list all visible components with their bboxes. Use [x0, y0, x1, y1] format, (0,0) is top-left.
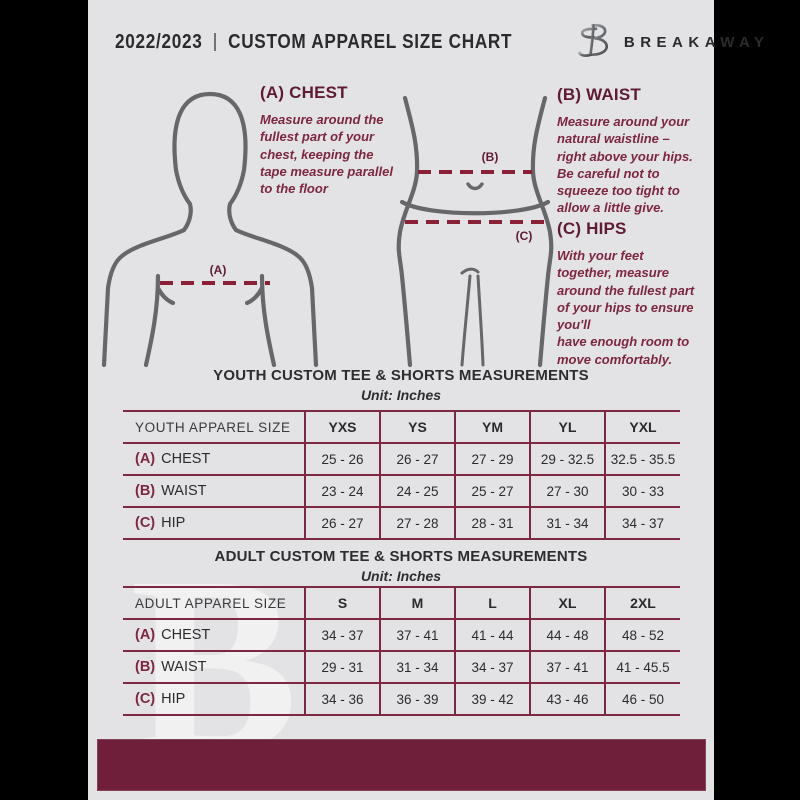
brand-name: BREAKAWAY — [623, 33, 770, 51]
chest-line-label: (A) — [209, 263, 227, 277]
title-divider: | — [212, 31, 218, 52]
hips-body-text: With your feet together, measure around … — [557, 248, 695, 367]
row-label-text: CHEST — [161, 627, 211, 643]
adult-size-l: L — [454, 586, 530, 619]
row-prefix: (A) — [135, 451, 156, 467]
hips-line-label: (C) — [515, 229, 533, 243]
chart-title: CUSTOM APPAREL SIZE CHART — [228, 30, 513, 53]
adult-size-s: S — [304, 586, 380, 619]
adult-size-m: M — [379, 586, 455, 619]
cell-value: 23 - 24 — [304, 474, 380, 507]
table-row-adult-waist: (B) WAIST 29 - 31 31 - 34 34 - 37 37 - 41… — [123, 650, 680, 683]
table-row-youth-chest: (A) CHEST 25 - 26 26 - 27 27 - 29 29 - 32… — [123, 442, 680, 475]
document-title: 2022/2023 | CUSTOM APPAREL SIZE CHART — [115, 31, 512, 54]
table-row-youth-hip: (C) HIP 26 - 27 27 - 28 28 - 31 31 - 34 3… — [123, 506, 680, 540]
table-row-youth-waist: (B) WAIST 23 - 24 24 - 25 25 - 27 27 - 30… — [123, 474, 680, 507]
cell-value: 25 - 26 — [304, 442, 380, 475]
cell-value: 28 - 31 — [454, 506, 530, 540]
cell-value: 27 - 29 — [454, 442, 530, 475]
brand-block: BREAKAWAY — [577, 19, 770, 66]
cell-value: 37 - 41 — [379, 618, 455, 651]
cell-value: 29 - 32.5 — [529, 442, 605, 475]
youth-size-yxs: YXS — [304, 410, 380, 443]
document-page: B 2022/2023 | CUSTOM APPAREL SIZE CHART — [88, 0, 764, 800]
cell-value: 26 - 27 — [379, 442, 455, 475]
row-label-text: HIP — [161, 515, 186, 531]
hips-heading: (C) HIPS — [557, 219, 627, 238]
adult-size-2xl: 2XL — [604, 586, 680, 619]
chest-instructions: (A) CHEST Measure around the fullest par… — [260, 83, 410, 197]
cell-value: 31 - 34 — [379, 650, 455, 683]
chest-body-text: Measure around the fullest part of your … — [260, 112, 393, 197]
youth-table-unit: Unit: Inches — [360, 387, 442, 403]
cell-value: 43 - 46 — [529, 682, 605, 716]
youth-size-ys: YS — [379, 410, 455, 443]
youth-size-table: YOUTH APPAREL SIZE YXS YS YM YL YXL (A) C… — [123, 410, 680, 540]
cell-value: 34 - 36 — [304, 682, 380, 716]
cell-value: 24 - 25 — [379, 474, 455, 507]
cell-value: 46 - 50 — [604, 682, 680, 716]
cell-value: 44 - 48 — [529, 618, 605, 651]
cell-value: 37 - 41 — [529, 650, 605, 683]
cell-value: 48 - 52 — [604, 618, 680, 651]
youth-size-yxl: YXL — [604, 410, 680, 443]
cell-value: 26 - 27 — [304, 506, 380, 540]
breakaway-logo-icon — [577, 19, 615, 66]
adult-size-xl: XL — [529, 586, 605, 619]
cell-value: 34 - 37 — [304, 618, 380, 651]
cell-value: 34 - 37 — [454, 650, 530, 683]
row-label-text: CHEST — [161, 451, 211, 467]
hips-instructions: (C) HIPS With your feet together, measur… — [557, 219, 722, 368]
table-row-adult-hip: (C) HIP 34 - 36 36 - 39 39 - 42 43 - 46 4… — [123, 682, 680, 716]
row-prefix: (A) — [135, 627, 156, 643]
row-label-text: HIP — [161, 691, 186, 707]
waist-line-label: (B) — [481, 150, 499, 164]
adult-size-table: ADULT APPAREL SIZE S M L XL 2XL (A) CHEST… — [123, 586, 680, 716]
table-row-adult-chest: (A) CHEST 34 - 37 37 - 41 41 - 44 44 - 48… — [123, 618, 680, 651]
row-prefix: (C) — [135, 691, 156, 707]
youth-header-row: YOUTH APPAREL SIZE YXS YS YM YL YXL — [123, 410, 680, 443]
waist-instructions: (B) WAIST Measure around your natural wa… — [557, 85, 717, 217]
cell-value: 29 - 31 — [304, 650, 380, 683]
youth-size-header: YOUTH APPAREL SIZE — [123, 410, 305, 443]
cell-value: 34 - 37 — [604, 506, 680, 540]
cell-value: 31 - 34 — [529, 506, 605, 540]
row-prefix: (B) — [135, 659, 156, 675]
cell-value: 41 - 45.5 — [604, 650, 680, 683]
cell-value: 25 - 27 — [454, 474, 530, 507]
cell-value: 36 - 39 — [379, 682, 455, 716]
adult-table-unit: Unit: Inches — [360, 568, 442, 584]
document-header: 2022/2023 | CUSTOM APPAREL SIZE CHART — [88, 0, 764, 84]
season-label: 2022/2023 — [115, 30, 203, 53]
cell-value: 41 - 44 — [454, 618, 530, 651]
adult-size-header: ADULT APPAREL SIZE — [123, 586, 305, 619]
row-prefix: (B) — [135, 483, 156, 499]
youth-size-yl: YL — [529, 410, 605, 443]
cell-value: 27 - 30 — [529, 474, 605, 507]
waist-heading: (B) WAIST — [557, 85, 641, 104]
cell-value: 39 - 42 — [454, 682, 530, 716]
row-label-text: WAIST — [161, 659, 207, 675]
chest-heading: (A) CHEST — [260, 83, 348, 102]
cell-value: 32.5 - 35.5 — [604, 442, 680, 475]
adult-header-row: ADULT APPAREL SIZE S M L XL 2XL — [123, 586, 680, 619]
cell-value: 27 - 28 — [379, 506, 455, 540]
adult-table-title: ADULT CUSTOM TEE & SHORTS MEASUREMENTS — [214, 548, 588, 565]
youth-size-ym: YM — [454, 410, 530, 443]
cell-value: 30 - 33 — [604, 474, 680, 507]
youth-table-title: YOUTH CUSTOM TEE & SHORTS MEASUREMENTS — [213, 367, 589, 384]
footer-band — [97, 739, 706, 791]
row-prefix: (C) — [135, 515, 156, 531]
row-label-text: WAIST — [161, 483, 207, 499]
waist-body-text: Measure around your natural waistline – … — [557, 114, 693, 216]
